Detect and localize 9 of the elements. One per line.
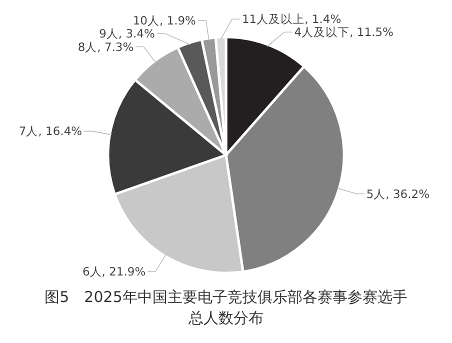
slice-label: 4人及以下, 11.5% [294, 25, 394, 40]
slice-label: 11人及以上, 1.4% [242, 12, 342, 26]
slice-label: 6人, 21.9% [82, 264, 146, 278]
slice-label: 10人, 1.9% [132, 14, 196, 28]
text: 图5 2025年中国主要电子竞技俱乐部各赛事参赛选手总人数分布 [44, 288, 408, 327]
slice-label: 5人, 36.2% [366, 186, 430, 201]
slice-label: 8人, 7.3% [78, 40, 134, 54]
slice-label: 7人, 16.4% [18, 124, 82, 138]
slice-label: 9人, 3.4% [99, 26, 156, 41]
